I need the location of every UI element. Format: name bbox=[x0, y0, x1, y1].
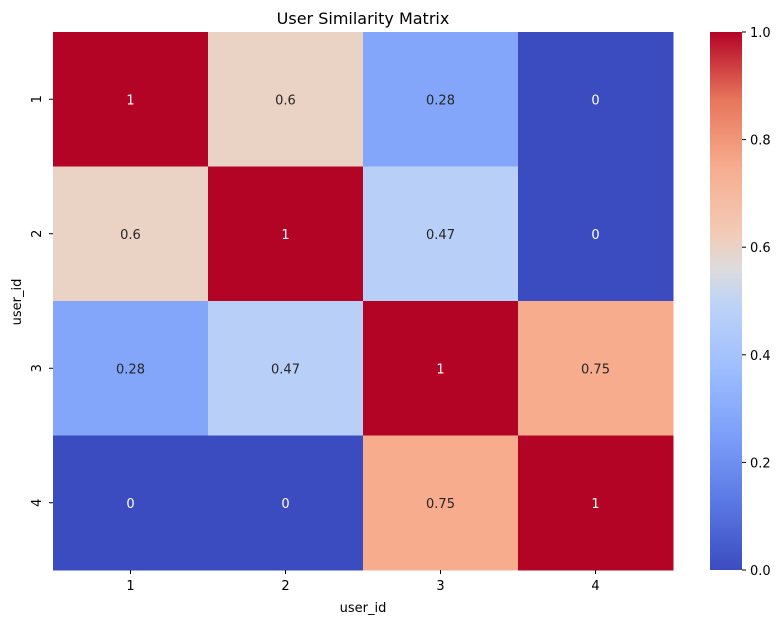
heatmap-cell bbox=[363, 32, 519, 167]
cell-value-label: 0.75 bbox=[426, 497, 455, 512]
heatmap-cell bbox=[208, 166, 364, 302]
heatmap-cell bbox=[208, 32, 364, 167]
x-axis-ticks: 1 2 3 4 bbox=[126, 570, 600, 594]
heatmap-cell bbox=[363, 435, 519, 571]
heatmap-cell bbox=[363, 166, 519, 302]
chart-title: User Similarity Matrix bbox=[277, 9, 450, 28]
cell-value-label: 0.28 bbox=[426, 93, 455, 108]
y-tick-label: 4 bbox=[30, 499, 45, 507]
y-tick-label: 2 bbox=[30, 230, 45, 238]
heatmap-cell bbox=[518, 301, 674, 436]
cell-value-label: 0 bbox=[591, 228, 599, 243]
heatmap-cell bbox=[53, 32, 209, 167]
cell-value-label: 0.6 bbox=[275, 93, 296, 108]
cell-value-label: 1 bbox=[126, 93, 134, 108]
heatmap-cell bbox=[208, 435, 364, 571]
cell-value-label: 0.47 bbox=[426, 228, 455, 243]
heatmap-cell-labels: 1 0.6 0.28 0 0.6 1 0.47 0 0.28 0.47 1 0.75 0 0 0.75 1 bbox=[116, 93, 610, 512]
y-axis-ticks: 1 2 3 4 bbox=[30, 95, 53, 507]
heatmap-cell bbox=[53, 166, 209, 302]
colorbar bbox=[710, 32, 742, 570]
heatmap-cell bbox=[518, 435, 674, 571]
heatmap-cell bbox=[53, 301, 209, 436]
y-tick-label: 1 bbox=[30, 95, 45, 103]
cell-value-label: 0 bbox=[126, 497, 134, 512]
colorbar-ticks: 0.0 0.2 0.4 0.6 0.8 1.0 bbox=[742, 26, 771, 579]
heatmap-cell bbox=[363, 301, 519, 436]
heatmap-cell bbox=[208, 301, 364, 436]
x-tick-label: 4 bbox=[591, 579, 599, 594]
x-tick-label: 1 bbox=[126, 579, 134, 594]
cell-value-label: 0.47 bbox=[271, 362, 300, 377]
y-tick-label: 3 bbox=[30, 364, 45, 372]
cell-value-label: 0.28 bbox=[116, 362, 145, 377]
heatmap-cells bbox=[53, 32, 674, 571]
cell-value-label: 0.6 bbox=[120, 228, 141, 243]
colorbar-tick-label: 1.0 bbox=[750, 26, 771, 41]
colorbar-tick-label: 0.0 bbox=[750, 564, 771, 579]
colorbar-tick-label: 0.6 bbox=[750, 241, 771, 256]
x-tick-label: 2 bbox=[281, 579, 289, 594]
cell-value-label: 1 bbox=[436, 362, 444, 377]
y-axis-label: user_id bbox=[10, 279, 25, 326]
heatmap-cell bbox=[518, 32, 674, 167]
heatmap-cell bbox=[518, 166, 674, 302]
cell-value-label: 0 bbox=[281, 497, 289, 512]
cell-value-label: 0.75 bbox=[581, 362, 610, 377]
cell-value-label: 0 bbox=[591, 93, 599, 108]
heatmap-cell bbox=[53, 435, 209, 571]
colorbar-tick-label: 0.8 bbox=[750, 134, 771, 149]
x-axis-label: user_id bbox=[340, 601, 387, 616]
cell-value-label: 1 bbox=[591, 497, 599, 512]
colorbar-tick-label: 0.4 bbox=[750, 349, 771, 364]
x-tick-label: 3 bbox=[436, 579, 444, 594]
colorbar-tick-label: 0.2 bbox=[750, 456, 771, 471]
cell-value-label: 1 bbox=[281, 228, 289, 243]
